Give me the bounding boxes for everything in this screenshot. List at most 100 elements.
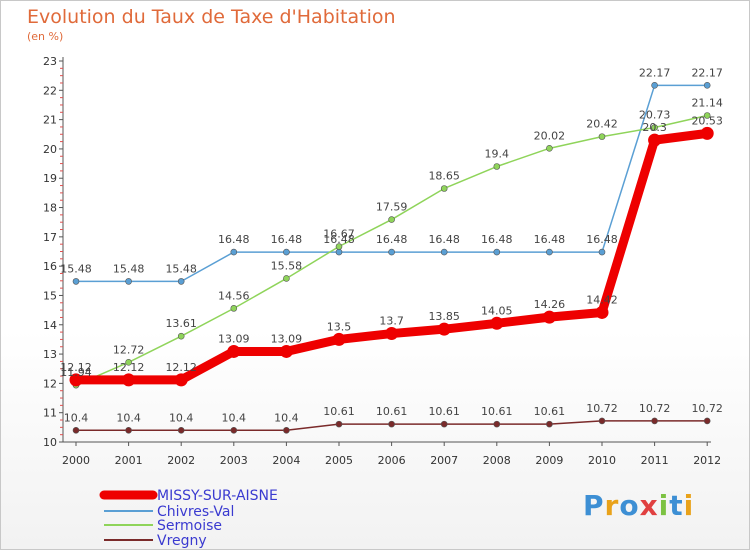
data-label: 16.48 — [271, 233, 303, 246]
data-point — [703, 112, 711, 119]
data-label: 10.4 — [274, 411, 299, 424]
data-point — [72, 278, 80, 285]
logo-letter: P — [583, 489, 605, 522]
y-tick-label: 11 — [43, 407, 57, 420]
data-point — [283, 426, 290, 434]
data-point — [332, 332, 346, 346]
data-label: 10.61 — [323, 405, 355, 418]
data-point — [177, 278, 185, 285]
data-point — [490, 316, 504, 330]
data-label: 15.58 — [271, 259, 303, 272]
x-tick-label: 2002 — [167, 454, 195, 467]
y-tick-label: 23 — [43, 55, 57, 68]
y-tick-label: 22 — [43, 84, 57, 97]
x-tick-label: 2011 — [641, 454, 669, 467]
y-tick-label: 21 — [43, 114, 57, 127]
data-label: 13.85 — [428, 310, 460, 323]
data-label: 10.61 — [376, 405, 408, 418]
data-point — [177, 332, 185, 340]
proxiti-logo: Proxiti — [583, 489, 694, 522]
data-point — [279, 344, 293, 358]
data-label: 13.61 — [165, 317, 197, 330]
y-tick-label: 13 — [43, 348, 57, 361]
data-label: 14.05 — [481, 304, 513, 317]
data-point — [440, 185, 448, 192]
x-tick-label: 2000 — [62, 454, 90, 467]
data-label: 16.48 — [534, 233, 566, 246]
data-point — [388, 216, 395, 223]
data-label: 10.61 — [428, 405, 460, 418]
x-tick-label: 2001 — [115, 454, 143, 467]
y-tick-label: 12 — [43, 377, 57, 390]
data-point — [700, 126, 714, 140]
legend-label: Sermoise — [157, 518, 222, 534]
series-line-0 — [71, 128, 712, 385]
data-point — [542, 310, 556, 324]
logo-letter: x — [639, 489, 659, 522]
chart-unit-label: (en %) — [27, 30, 64, 43]
data-point — [227, 344, 241, 358]
data-label: 10.4 — [169, 411, 194, 424]
data-label: 14.26 — [534, 298, 566, 311]
data-point — [335, 243, 343, 250]
data-point — [177, 426, 185, 434]
data-point — [440, 420, 448, 428]
data-point — [335, 248, 343, 256]
data-label: 13.09 — [271, 332, 303, 345]
data-label: 17.59 — [376, 201, 408, 214]
x-tick-label: 2004 — [272, 454, 300, 467]
data-label: 12.12 — [165, 361, 197, 374]
data-point — [595, 305, 609, 319]
data-point — [72, 426, 80, 434]
x-tick-label: 2005 — [325, 454, 353, 467]
data-point — [69, 373, 83, 387]
data-label: 12.12 — [113, 361, 145, 374]
data-label: 22.17 — [691, 66, 723, 79]
data-point — [122, 373, 136, 387]
data-label: 10.4 — [116, 411, 141, 424]
data-point — [230, 426, 238, 434]
data-point — [388, 248, 395, 256]
data-label: 11.94 — [60, 366, 92, 379]
data-label: 21.14 — [691, 97, 723, 110]
data-label: 16.48 — [218, 233, 250, 246]
logo-letter: t — [669, 489, 684, 522]
y-tick-label: 14 — [43, 319, 57, 332]
data-point — [283, 248, 290, 256]
data-point — [648, 133, 662, 147]
data-label: 16.67 — [323, 228, 355, 241]
data-point — [493, 248, 501, 256]
logo-letter: i — [658, 489, 670, 522]
logo-letter: o — [619, 489, 640, 522]
data-point — [598, 417, 606, 425]
data-label: 12.12 — [60, 361, 92, 374]
data-label: 13.5 — [327, 320, 352, 333]
x-tick-label: 2010 — [588, 454, 616, 467]
data-point — [651, 417, 658, 425]
data-label: 20.73 — [639, 109, 671, 122]
data-point — [125, 358, 132, 366]
data-point — [283, 275, 290, 282]
logo-letter: i — [683, 489, 695, 522]
data-label: 10.72 — [691, 402, 723, 415]
data-label: 20.02 — [534, 129, 566, 142]
data-label: 20.42 — [586, 118, 618, 131]
x-tick-label: 2009 — [535, 454, 563, 467]
data-point — [598, 248, 606, 256]
y-tick-label: 15 — [43, 289, 57, 302]
data-label: 16.48 — [481, 233, 513, 246]
data-label: 15.48 — [113, 262, 145, 275]
data-label: 14.56 — [218, 289, 250, 302]
y-tick-label: 16 — [43, 260, 57, 273]
data-label: 16.48 — [323, 233, 355, 246]
data-point — [174, 373, 188, 387]
data-point — [440, 248, 448, 256]
data-point — [546, 420, 553, 428]
data-point — [703, 82, 711, 89]
data-point — [230, 248, 238, 256]
data-point — [125, 426, 132, 434]
data-label: 13.09 — [218, 332, 250, 345]
data-point — [598, 133, 606, 140]
data-label: 20.53 — [691, 114, 723, 127]
data-label: 16.48 — [428, 233, 460, 246]
